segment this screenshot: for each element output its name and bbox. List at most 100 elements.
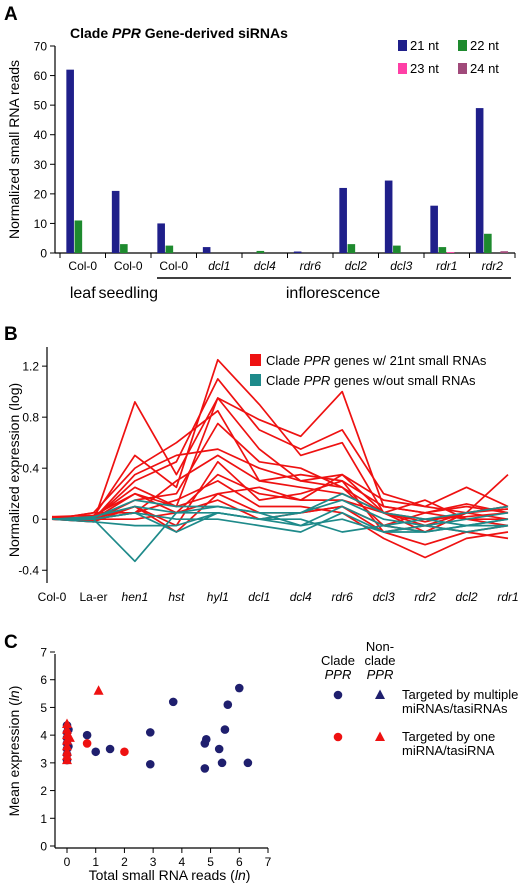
panel-c-legend-header-nonclade-part: Non-	[366, 639, 394, 654]
panel-b-legend-label-part: PPR	[304, 373, 331, 388]
panel-a-group-label: inflorescence	[286, 285, 380, 302]
panel-a-bar-22nt-1	[120, 244, 128, 253]
panel-a-bar-21nt-2	[157, 223, 165, 253]
panel-a-bar-22nt-7	[393, 245, 401, 253]
panel-c-y-tick-label: 2	[40, 784, 47, 798]
panel-a-legend-swatch	[458, 40, 467, 51]
panel-c-point-triangle-red	[93, 685, 104, 695]
panel-a-legend-swatch	[398, 63, 407, 74]
panel-b-legend-label-part: Clade	[266, 373, 304, 388]
panel-b-x-tick-label: hen1	[122, 590, 149, 604]
panel-b-y-tick-label: 0.4	[22, 462, 39, 476]
panel-b-letter: B	[4, 324, 18, 345]
panel-c-point-circle-navy	[82, 730, 92, 740]
panel-a-group-label: leaf	[70, 285, 96, 302]
panel-a-legend-swatch	[458, 63, 467, 74]
panel-a-x-tick-label: Col-0	[68, 259, 97, 273]
panel-b-series-red-line	[51, 448, 509, 527]
panel-c-y-label: Mean expression (ln)	[6, 686, 22, 817]
panel-c-point-circle-navy	[220, 725, 230, 734]
panel-a-legend-label: 24 nt	[470, 61, 499, 76]
panel-c-x-tick-label: 7	[265, 855, 272, 869]
panel-c-legend-row1-line1: Targeted by multiple	[402, 687, 518, 702]
panel-c-legend-header-clade-ppr-part: PPR	[325, 667, 352, 682]
panel-c-point-triangle-red	[62, 754, 72, 765]
panel-a-x-tick-label-part: rdr6	[300, 259, 322, 273]
panel-a-y-tick-label: 60	[34, 69, 48, 83]
panel-b-x-tick-label: dcl3	[373, 590, 395, 604]
panel-c-legend-header-clade: Clade	[321, 653, 355, 668]
panel-c-y-tick-label: 4	[40, 729, 47, 743]
panel-a-bar-24nt-9	[500, 251, 509, 253]
panel-b-series-red-line	[51, 409, 509, 521]
panel-c-y-tick-label: 3	[40, 756, 47, 770]
panel-a-legend-label: 22 nt	[470, 38, 499, 53]
panel-a-x-tick-label: rdr6	[300, 259, 322, 273]
panel-b-series-teal-line	[52, 511, 509, 533]
panel-b-y-tick-label: 0	[32, 513, 39, 527]
panel-b-x-tick-label: dcl4	[290, 590, 312, 604]
panel-a-bar-chart: Clade PPR Gene-derived siRNAs 0 10 20 30 40 50…	[6, 25, 516, 302]
panel-b-y-tick-label: 0.8	[22, 411, 39, 425]
panel-b-x-tick-label-part: rdr1	[497, 590, 518, 604]
panel-b-x-tick-label-part: hyl1	[207, 590, 229, 604]
panel-c-point-circle-navy	[168, 697, 178, 707]
panel-a-title: Clade PPR Gene-derived siRNAs	[70, 25, 288, 41]
panel-c-legend-header-nonclade-ppr: PPR	[367, 667, 394, 682]
panel-a-title-part: Gene-derived siRNAs	[141, 25, 288, 41]
panel-a-x-tick-label: dcl3	[390, 259, 412, 273]
panel-c-point-triangle-red	[62, 740, 72, 751]
panel-c-x-tick-label: 1	[92, 855, 99, 869]
panel-b-x-tick-label-part: dcl3	[373, 590, 395, 604]
panel-a-bar-21nt-9	[475, 108, 484, 253]
panel-a-y-tick-label: 70	[34, 40, 48, 54]
panel-a-bar-22nt-4	[256, 250, 265, 253]
panel-c-x-tick-label: 0	[64, 855, 71, 869]
panel-b-x-tick-label: dcl2	[456, 590, 478, 604]
panel-b-x-tick-label: Col-0	[38, 590, 67, 604]
panel-b-series-red-line	[51, 473, 509, 527]
panel-b-legend-swatch	[250, 354, 261, 366]
panel-c-x-tick-label: 6	[236, 855, 243, 869]
panel-a-y-tick-label: 0	[40, 247, 47, 261]
panel-a-bar-21nt-7	[384, 180, 393, 253]
panel-b-legend-label-part: genes w/ 21nt small RNAs	[330, 353, 487, 368]
panel-c-y-tick-label: 5	[40, 701, 47, 715]
panel-c-legend-header-nonclade-ppr-part: PPR	[367, 667, 394, 682]
panel-b-series-teal-line	[51, 492, 509, 521]
panel-a-letter: A	[4, 4, 18, 25]
panel-c-legend-marker-nonclade-multiple	[375, 689, 385, 699]
panel-a-bar-21nt-1	[111, 190, 120, 253]
panel-a-y-tick-label: 20	[34, 187, 48, 201]
panel-b-x-tick-label-part: hst	[168, 590, 185, 604]
panel-a-x-tick-label: Col-0	[114, 259, 143, 273]
panel-c-point-circle-navy	[105, 744, 115, 754]
panel-a-x-tick-label-part: dcl2	[345, 259, 367, 273]
panel-c-y-label-part: )	[6, 686, 22, 691]
panel-b-legend-label-part: genes w/out small RNAs	[330, 373, 476, 388]
panel-a-y-tick-label: 30	[34, 158, 48, 172]
panel-b-x-tick-label-part: dcl4	[290, 590, 312, 604]
panel-b-legend-label-part: Clade	[266, 353, 304, 368]
panel-c-legend-header-clade-part: Clade	[321, 653, 355, 668]
panel-c-legend-marker-clade-multiple	[333, 690, 343, 700]
panel-a-bar-23nt-8	[446, 252, 455, 253]
panel-b-y-tick-label: 1.2	[22, 360, 39, 374]
panel-b-x-tick-label: rdr2	[414, 590, 436, 604]
panel-c-legend-row1-line2: miRNAs/tasiRNAs	[402, 701, 508, 716]
panel-a-bar-22nt-9	[484, 233, 492, 253]
panel-a-bar-21nt-0	[66, 69, 74, 254]
panel-c-point-circle-navy	[214, 744, 224, 754]
panel-b-x-tick-label: hyl1	[207, 590, 229, 604]
panel-c-legend-header-clade-ppr: PPR	[325, 667, 352, 682]
panel-b-legend-label: Clade PPR genes w/ 21nt small RNAs	[266, 353, 487, 368]
panel-b-series-red-line	[51, 454, 508, 521]
panel-c-point-circle-navy	[234, 683, 244, 693]
panel-c-y-tick-label: 1	[40, 812, 47, 826]
panel-b-x-tick-label: rdr1	[497, 590, 518, 604]
panel-b-x-tick-label: hst	[168, 590, 185, 604]
panel-c-x-tick-label: 2	[121, 855, 128, 869]
panel-a-x-tick-label-part: Col-0	[114, 259, 143, 273]
panel-a-y-tick-label: 40	[34, 128, 48, 142]
